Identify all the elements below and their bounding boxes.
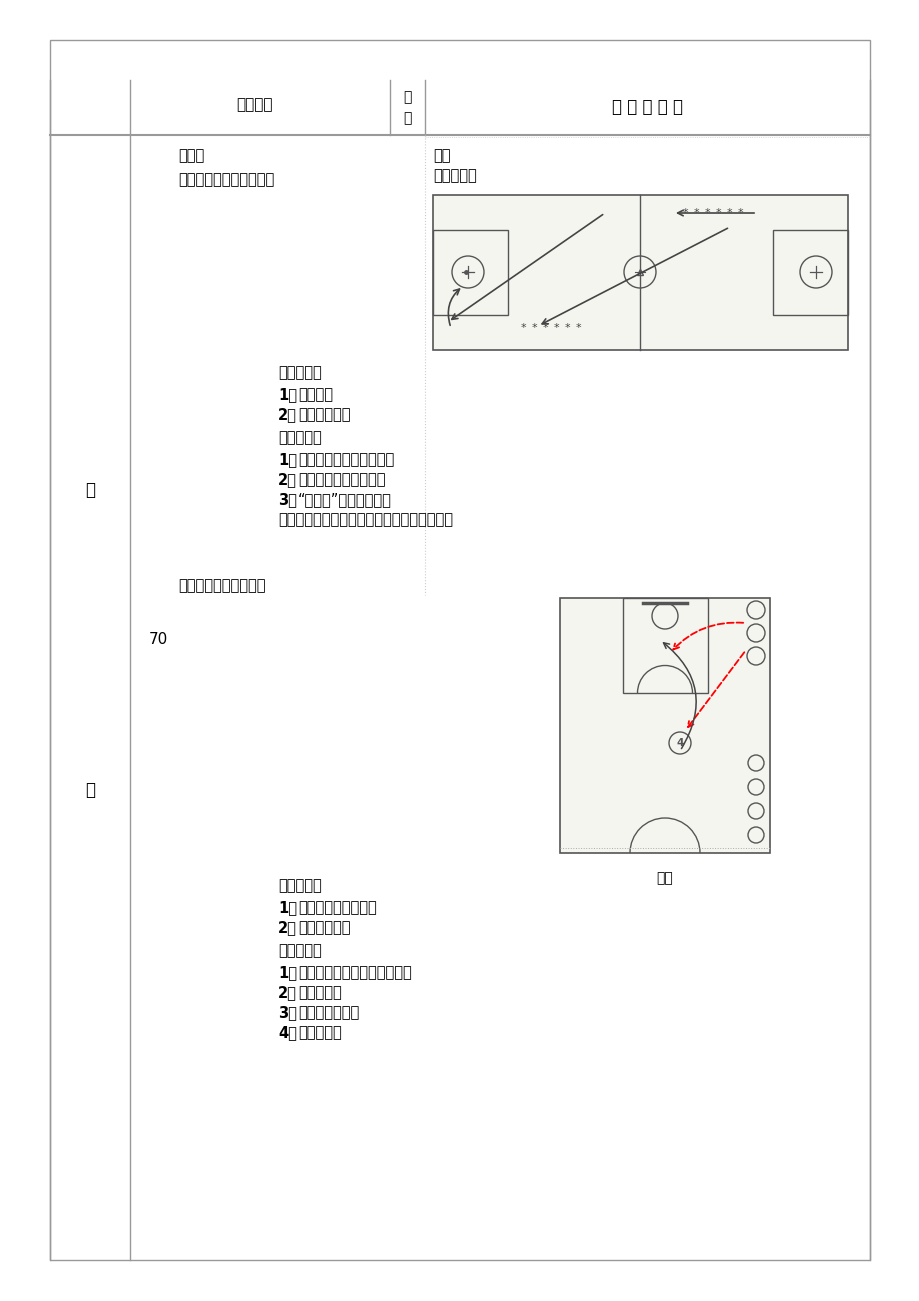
Text: *: * — [692, 208, 698, 219]
Text: 1、: 1、 — [278, 965, 297, 980]
Text: 1、: 1、 — [278, 386, 297, 402]
Text: 本: 本 — [85, 781, 95, 799]
Text: *: * — [736, 208, 742, 219]
Text: 篮球：: 篮球： — [177, 148, 204, 163]
Text: 三、要求：: 三、要求： — [278, 431, 322, 445]
Bar — [433, 230, 507, 315]
Text: 2、: 2、 — [278, 920, 297, 935]
Text: *: * — [703, 208, 709, 219]
Text: *: * — [541, 323, 547, 333]
Text: 篮球: 篮球 — [433, 148, 450, 163]
Text: *: * — [574, 323, 580, 333]
Text: 次: 次 — [403, 90, 411, 104]
Text: 分组练习: 分组练习 — [298, 386, 333, 402]
Bar — [622, 598, 708, 693]
Text: 队友抢篮板: 队友抢篮板 — [298, 1025, 341, 1039]
Text: 1、: 1、 — [278, 900, 297, 915]
Text: 教师指导更正: 教师指导更正 — [298, 407, 350, 422]
Text: “伸翻拨”动作不要走形: “伸翻拨”动作不要走形 — [298, 492, 391, 507]
Text: 二、传接运投综合练习: 二、传接运投综合练习 — [177, 578, 266, 593]
Text: 4、: 4、 — [278, 1025, 297, 1039]
Text: 拿球，投篮要连贯协调: 拿球，投篮要连贯协调 — [298, 472, 385, 487]
Text: 4: 4 — [675, 738, 683, 748]
Text: 传球后等队友接到球后再启动: 传球后等队友接到球后再启动 — [298, 965, 412, 980]
Text: 语言指导更正: 语言指导更正 — [298, 920, 350, 935]
Bar — [560, 598, 769, 853]
Text: *: * — [530, 323, 536, 333]
Text: 组 织 与 教 法: 组 织 与 教 法 — [612, 98, 683, 116]
Text: *: * — [519, 323, 526, 333]
Text: 基: 基 — [85, 481, 95, 500]
Text: 70: 70 — [148, 632, 167, 648]
Text: *: * — [725, 208, 731, 219]
Text: 一、组织：: 一、组织： — [433, 168, 476, 183]
Text: 数: 数 — [403, 111, 411, 125]
Text: 接球后运球上篮: 接球后运球上篮 — [298, 1004, 358, 1020]
Text: 三、要求：: 三、要求： — [278, 943, 322, 958]
Text: 2、: 2、 — [278, 985, 297, 1000]
Bar — [433, 195, 847, 350]
Text: 先做假动作: 先做假动作 — [298, 985, 341, 1000]
Text: 低手投篮用手指轻拨球，方向向上一、组织：: 低手投篮用手指轻拨球，方向向上一、组织： — [278, 513, 452, 527]
Text: 控制好球，速度不要过快: 控制好球，速度不要过快 — [298, 451, 394, 467]
Bar — [772, 230, 847, 315]
Text: 教师示范后半部讲解: 教师示范后半部讲解 — [298, 900, 377, 915]
Text: 2、: 2、 — [278, 407, 297, 422]
Text: 3、: 3、 — [278, 492, 297, 507]
Text: *: * — [563, 323, 569, 333]
Text: *: * — [714, 208, 720, 219]
Text: 二、教法：: 二、教法： — [278, 878, 322, 892]
Text: 1、: 1、 — [278, 451, 297, 467]
Text: 课的内容: 课的内容 — [236, 98, 273, 112]
Bar — [50, 40, 869, 1259]
Text: *: * — [552, 323, 558, 333]
Text: 3、: 3、 — [278, 1004, 297, 1020]
Text: 图二: 图二 — [656, 870, 673, 885]
Text: 一、行进间单手低手上篮: 一、行进间单手低手上篮 — [177, 172, 274, 187]
Text: *: * — [682, 208, 687, 219]
Text: 二、教法：: 二、教法： — [278, 366, 322, 380]
Text: 2、: 2、 — [278, 472, 297, 487]
